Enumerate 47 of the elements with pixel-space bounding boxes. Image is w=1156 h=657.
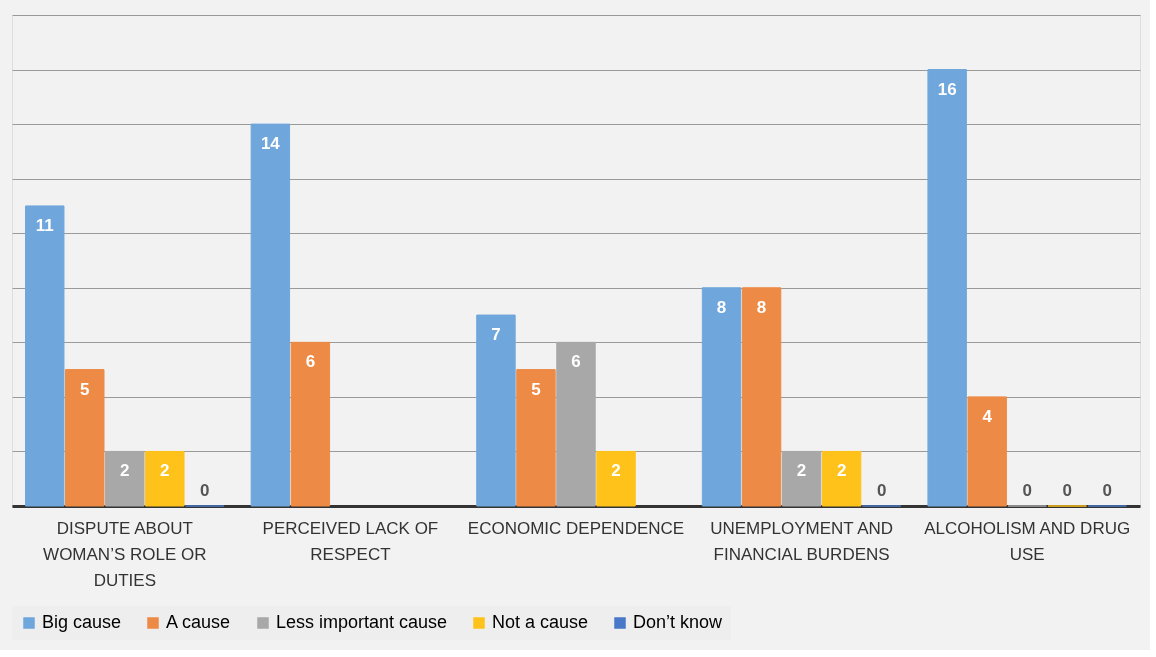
bar — [476, 314, 516, 507]
data-label: 5 — [531, 379, 541, 399]
data-label: 0 — [1062, 481, 1072, 500]
data-label: 14 — [260, 134, 281, 154]
bar — [290, 341, 331, 507]
x-tick-label: ALCOHOLISM AND DRUG USE — [924, 518, 1131, 564]
data-label: 2 — [611, 461, 621, 481]
bar — [105, 450, 145, 507]
data-label: 0 — [876, 481, 887, 500]
data-label: 0 — [1022, 481, 1032, 500]
data-label: 0 — [200, 481, 210, 500]
bar — [145, 450, 185, 507]
data-label: 8 — [716, 297, 727, 317]
data-label: 2 — [160, 461, 170, 481]
x-tick-label: DISPUTE ABOUT WOMAN’S ROLE OR DUTIES — [43, 518, 207, 590]
data-label: 2 — [120, 461, 130, 481]
data-label: 0 — [1102, 481, 1112, 500]
data-label: 6 — [571, 352, 581, 372]
data-label: 4 — [982, 406, 993, 426]
data-label: 7 — [491, 325, 501, 345]
bar — [516, 369, 556, 507]
bar — [701, 287, 742, 507]
bar — [741, 287, 782, 507]
bar — [967, 396, 1007, 507]
bar — [781, 450, 822, 507]
bar — [556, 341, 596, 507]
bar — [596, 450, 636, 507]
bar — [821, 450, 862, 507]
data-label: 2 — [796, 461, 807, 481]
legend-label: Big cause — [42, 612, 122, 632]
data-label: 8 — [756, 297, 767, 317]
x-tick-label: PERCEIVED LACK OF RESPECT — [262, 518, 439, 564]
data-label: 11 — [35, 215, 54, 235]
bar — [927, 69, 967, 507]
x-tick-label: ECONOMIC DEPENDENCE — [467, 518, 685, 538]
bar — [65, 369, 105, 507]
data-label: 16 — [937, 79, 957, 99]
x-tick-label: UNEMPLOYMENT AND FINANCIAL BURDENS — [710, 518, 894, 564]
legend-label: A cause — [166, 612, 231, 632]
data-label: 2 — [836, 461, 847, 481]
data-label: 6 — [305, 352, 316, 372]
legend-label: Not a cause — [492, 612, 589, 632]
bar — [250, 123, 291, 507]
legend-label: Less important cause — [276, 612, 448, 632]
bar — [25, 205, 65, 507]
legend-label: Don’t know — [633, 612, 724, 632]
data-label: 5 — [80, 379, 90, 399]
